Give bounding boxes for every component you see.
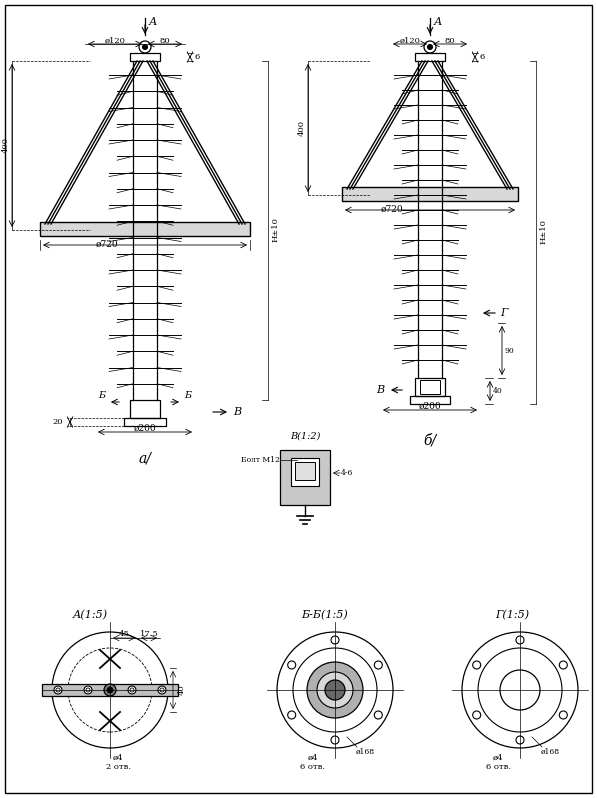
Circle shape — [143, 45, 147, 49]
Text: ø720: ø720 — [381, 204, 404, 214]
Text: H±10: H±10 — [272, 218, 280, 243]
Circle shape — [559, 661, 567, 669]
Circle shape — [516, 736, 524, 744]
Text: А(1:5): А(1:5) — [72, 610, 107, 620]
Circle shape — [331, 736, 339, 744]
Text: ø168: ø168 — [355, 748, 374, 756]
Circle shape — [516, 636, 524, 644]
Bar — [130, 400, 160, 418]
Text: ø4: ø4 — [113, 754, 123, 762]
Circle shape — [374, 711, 382, 719]
Circle shape — [54, 686, 62, 694]
Circle shape — [473, 661, 481, 669]
Circle shape — [128, 686, 136, 694]
Circle shape — [374, 661, 382, 669]
Text: Б: Б — [184, 392, 192, 401]
Text: ø4: ø4 — [307, 754, 318, 762]
Text: А: А — [149, 17, 157, 27]
Circle shape — [104, 684, 116, 696]
Circle shape — [473, 711, 481, 719]
Text: 2 отв.: 2 отв. — [106, 763, 131, 771]
Text: ø120: ø120 — [104, 37, 125, 45]
Text: 90: 90 — [504, 347, 514, 355]
Circle shape — [325, 680, 345, 700]
Text: 6 отв.: 6 отв. — [485, 763, 510, 771]
Circle shape — [84, 686, 92, 694]
Bar — [124, 418, 166, 426]
Bar — [415, 53, 445, 61]
Text: 4-6: 4-6 — [341, 469, 353, 477]
Text: А: А — [434, 17, 442, 27]
Text: ø200: ø200 — [134, 424, 156, 433]
Text: 80: 80 — [445, 37, 456, 45]
Text: ø720: ø720 — [96, 239, 118, 248]
Text: 17.5: 17.5 — [140, 630, 158, 638]
Circle shape — [317, 672, 353, 708]
Bar — [415, 378, 445, 396]
Text: H±10: H±10 — [540, 219, 548, 244]
Text: 80: 80 — [159, 37, 170, 45]
Text: 40: 40 — [178, 685, 186, 695]
Text: а/: а/ — [139, 451, 152, 465]
Text: ø4: ø4 — [493, 754, 503, 762]
Text: 6 отв.: 6 отв. — [300, 763, 325, 771]
Text: 45: 45 — [119, 630, 130, 638]
Text: Г(1:5): Г(1:5) — [495, 610, 529, 620]
Text: ø200: ø200 — [418, 401, 441, 410]
Text: Г: Г — [500, 308, 507, 318]
Text: 400: 400 — [2, 137, 10, 153]
Circle shape — [427, 45, 432, 49]
Bar — [130, 53, 160, 61]
Circle shape — [107, 687, 113, 693]
Text: Болт М12: Болт М12 — [241, 456, 279, 464]
Text: б/: б/ — [423, 433, 436, 447]
Bar — [291, 458, 319, 486]
Circle shape — [559, 711, 567, 719]
Circle shape — [288, 661, 296, 669]
Text: Б: Б — [99, 392, 106, 401]
Text: 20: 20 — [53, 418, 63, 426]
Text: ø168: ø168 — [540, 748, 559, 756]
Text: Б-Б(1:5): Б-Б(1:5) — [301, 610, 349, 620]
Text: ø120: ø120 — [399, 37, 420, 45]
Bar — [280, 450, 330, 505]
Bar — [420, 380, 440, 394]
Bar — [40, 222, 250, 236]
Bar — [42, 684, 178, 696]
Text: В(1:2): В(1:2) — [290, 432, 320, 440]
Text: 6: 6 — [479, 53, 485, 61]
Circle shape — [331, 636, 339, 644]
Circle shape — [288, 711, 296, 719]
Text: 400: 400 — [298, 120, 306, 136]
Circle shape — [307, 662, 363, 718]
Bar — [295, 462, 315, 480]
Bar — [410, 396, 450, 404]
Text: 40: 40 — [493, 387, 503, 395]
Bar — [342, 187, 518, 201]
Text: B: B — [376, 385, 384, 395]
Text: 6: 6 — [195, 53, 199, 61]
Circle shape — [158, 686, 166, 694]
Text: B: B — [233, 407, 241, 417]
